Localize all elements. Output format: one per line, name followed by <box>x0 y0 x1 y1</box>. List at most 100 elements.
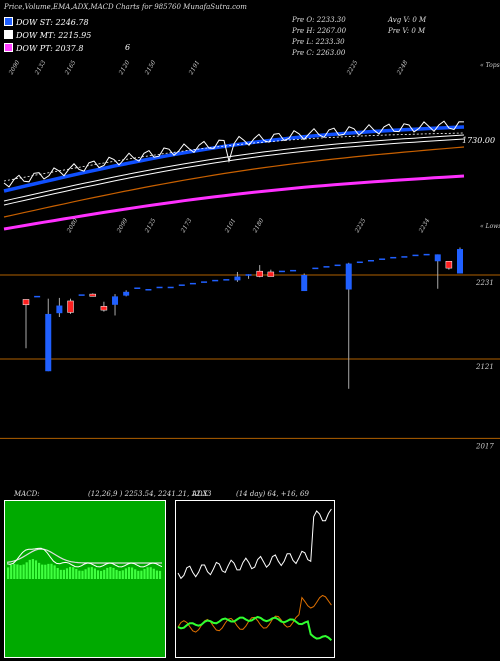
prev-volume: Pre V: 0 M <box>388 27 426 35</box>
macd-hist-bar <box>75 568 78 579</box>
candle-body <box>445 261 453 269</box>
ema-mt-line-b <box>3 134 465 202</box>
legend-extra: 6 <box>125 43 131 52</box>
candle-body <box>189 282 196 285</box>
macd-hist-bar <box>22 564 25 579</box>
tops-label: 2150 <box>143 59 157 77</box>
legend-mt: DOW MT: 2215.95 <box>4 30 91 40</box>
lows-axis-label: « Lows <box>480 223 500 230</box>
candle-body <box>67 300 74 313</box>
legend-pt-swatch <box>4 43 13 52</box>
macd-hist-bar <box>41 564 44 579</box>
tops-label: 2090 <box>7 59 21 77</box>
macd-hist-bar <box>81 570 84 579</box>
macd-hist-bar <box>100 570 103 579</box>
macd-hist-bar <box>137 570 140 579</box>
macd-hist-bar <box>53 565 56 579</box>
macd-signal-line <box>6 548 162 564</box>
macd-hist-bar <box>115 569 118 579</box>
lows-label: 2099 <box>115 217 129 235</box>
candle-body <box>123 291 130 296</box>
candle-body <box>212 279 219 282</box>
price-close-line <box>3 120 465 188</box>
adx-line <box>177 508 332 580</box>
candle-body <box>201 281 208 283</box>
candle-body <box>312 267 319 270</box>
macd-hist-bar <box>59 569 62 579</box>
macd-hist-bar <box>158 570 162 579</box>
lows-label: 2101 <box>223 217 237 235</box>
candle-body <box>78 294 85 296</box>
prev-open: Pre O: 2233.30 <box>292 16 346 24</box>
macd-hist-bar <box>124 568 127 579</box>
price-level-text: 2017 <box>475 442 494 450</box>
macd-hist-bar <box>112 567 115 579</box>
macd-hist-bar <box>78 570 81 579</box>
candle-body <box>178 284 185 286</box>
candle-body <box>223 279 230 281</box>
candle-body <box>290 269 297 272</box>
ema-panel: 2090 2133 2165 2120 2150 2191 2225 2248 « Tops 17… <box>3 59 500 235</box>
macd-hist-bar <box>7 567 10 579</box>
macd-hist-bar <box>50 563 53 579</box>
candle-body <box>22 299 30 306</box>
chart-title: Price,Volume,EMA,ADX,MACD Charts for 985… <box>4 3 247 11</box>
adx-values: (14 day) 64, +16, 69 <box>236 490 309 498</box>
macd-line <box>6 547 163 568</box>
legend-pt-label: DOW PT: 2037.8 <box>16 44 84 53</box>
prev-low: Pre L: 2233.30 <box>292 38 345 46</box>
lows-label: 2234 <box>417 217 431 235</box>
macd-hist-bar <box>38 562 41 579</box>
candle-body <box>423 253 430 256</box>
legend-pt: DOW PT: 2037.8 <box>4 43 83 53</box>
macd-label: MACD: <box>14 490 40 498</box>
tops-label: 2225 <box>345 59 359 77</box>
price-level-text: 2121 <box>475 363 494 371</box>
macd-hist-bar <box>10 564 13 579</box>
tops-label: 2191 <box>187 59 201 77</box>
legend-mt-label: DOW MT: 2215.95 <box>16 31 92 40</box>
price-level-label: 1730.00 <box>462 136 495 145</box>
tops-label: 2120 <box>117 59 131 77</box>
macd-hist-bar <box>106 567 109 579</box>
tops-label: 2248 <box>395 59 409 77</box>
ema-mt-line-a <box>3 138 465 206</box>
prev-high: Pre H: 2267.00 <box>292 27 347 35</box>
lows-label: 2125 <box>143 217 157 235</box>
candle-body <box>323 266 330 268</box>
macd-hist-bar <box>19 565 22 579</box>
candle-body <box>278 270 285 273</box>
macd-hist-bar <box>69 566 72 579</box>
candle-panel: 2231 2121 2017 <box>0 247 500 450</box>
adx-panel <box>175 500 335 658</box>
candle-body <box>45 313 52 372</box>
candle-body <box>134 287 141 289</box>
candle-body <box>401 256 408 258</box>
price-chart: 2090 2133 2165 2120 2150 2191 2225 2248 « Tops 17… <box>0 59 500 450</box>
macd-svg <box>6 547 163 579</box>
price-level-text: 2231 <box>475 279 494 287</box>
lows-label: 2173 <box>179 217 193 235</box>
adx-minus-di-line <box>177 615 333 641</box>
candle-body <box>112 296 119 305</box>
macd-hist-bar <box>31 559 34 579</box>
ema-brown-line <box>3 146 465 218</box>
macd-hist-bar <box>152 568 155 579</box>
avg-volume: Avg V: 0 M <box>388 16 427 24</box>
macd-hist-bar <box>16 564 19 579</box>
candle-body <box>390 256 397 259</box>
candle-body <box>301 275 308 292</box>
macd-hist-bar <box>131 567 134 579</box>
candle-body <box>267 271 275 277</box>
lows-label: 2180 <box>251 217 265 235</box>
candle-body <box>379 258 386 260</box>
candle-body <box>56 305 63 314</box>
macd-hist-bar <box>149 567 152 579</box>
macd-hist-bar <box>90 567 93 579</box>
ema-pt-line <box>3 174 465 231</box>
macd-hist-bar <box>93 568 96 579</box>
macd-hist-bar <box>47 563 50 579</box>
candle-body <box>434 254 441 262</box>
candle-body <box>34 295 41 298</box>
lows-label: 2225 <box>353 217 367 235</box>
